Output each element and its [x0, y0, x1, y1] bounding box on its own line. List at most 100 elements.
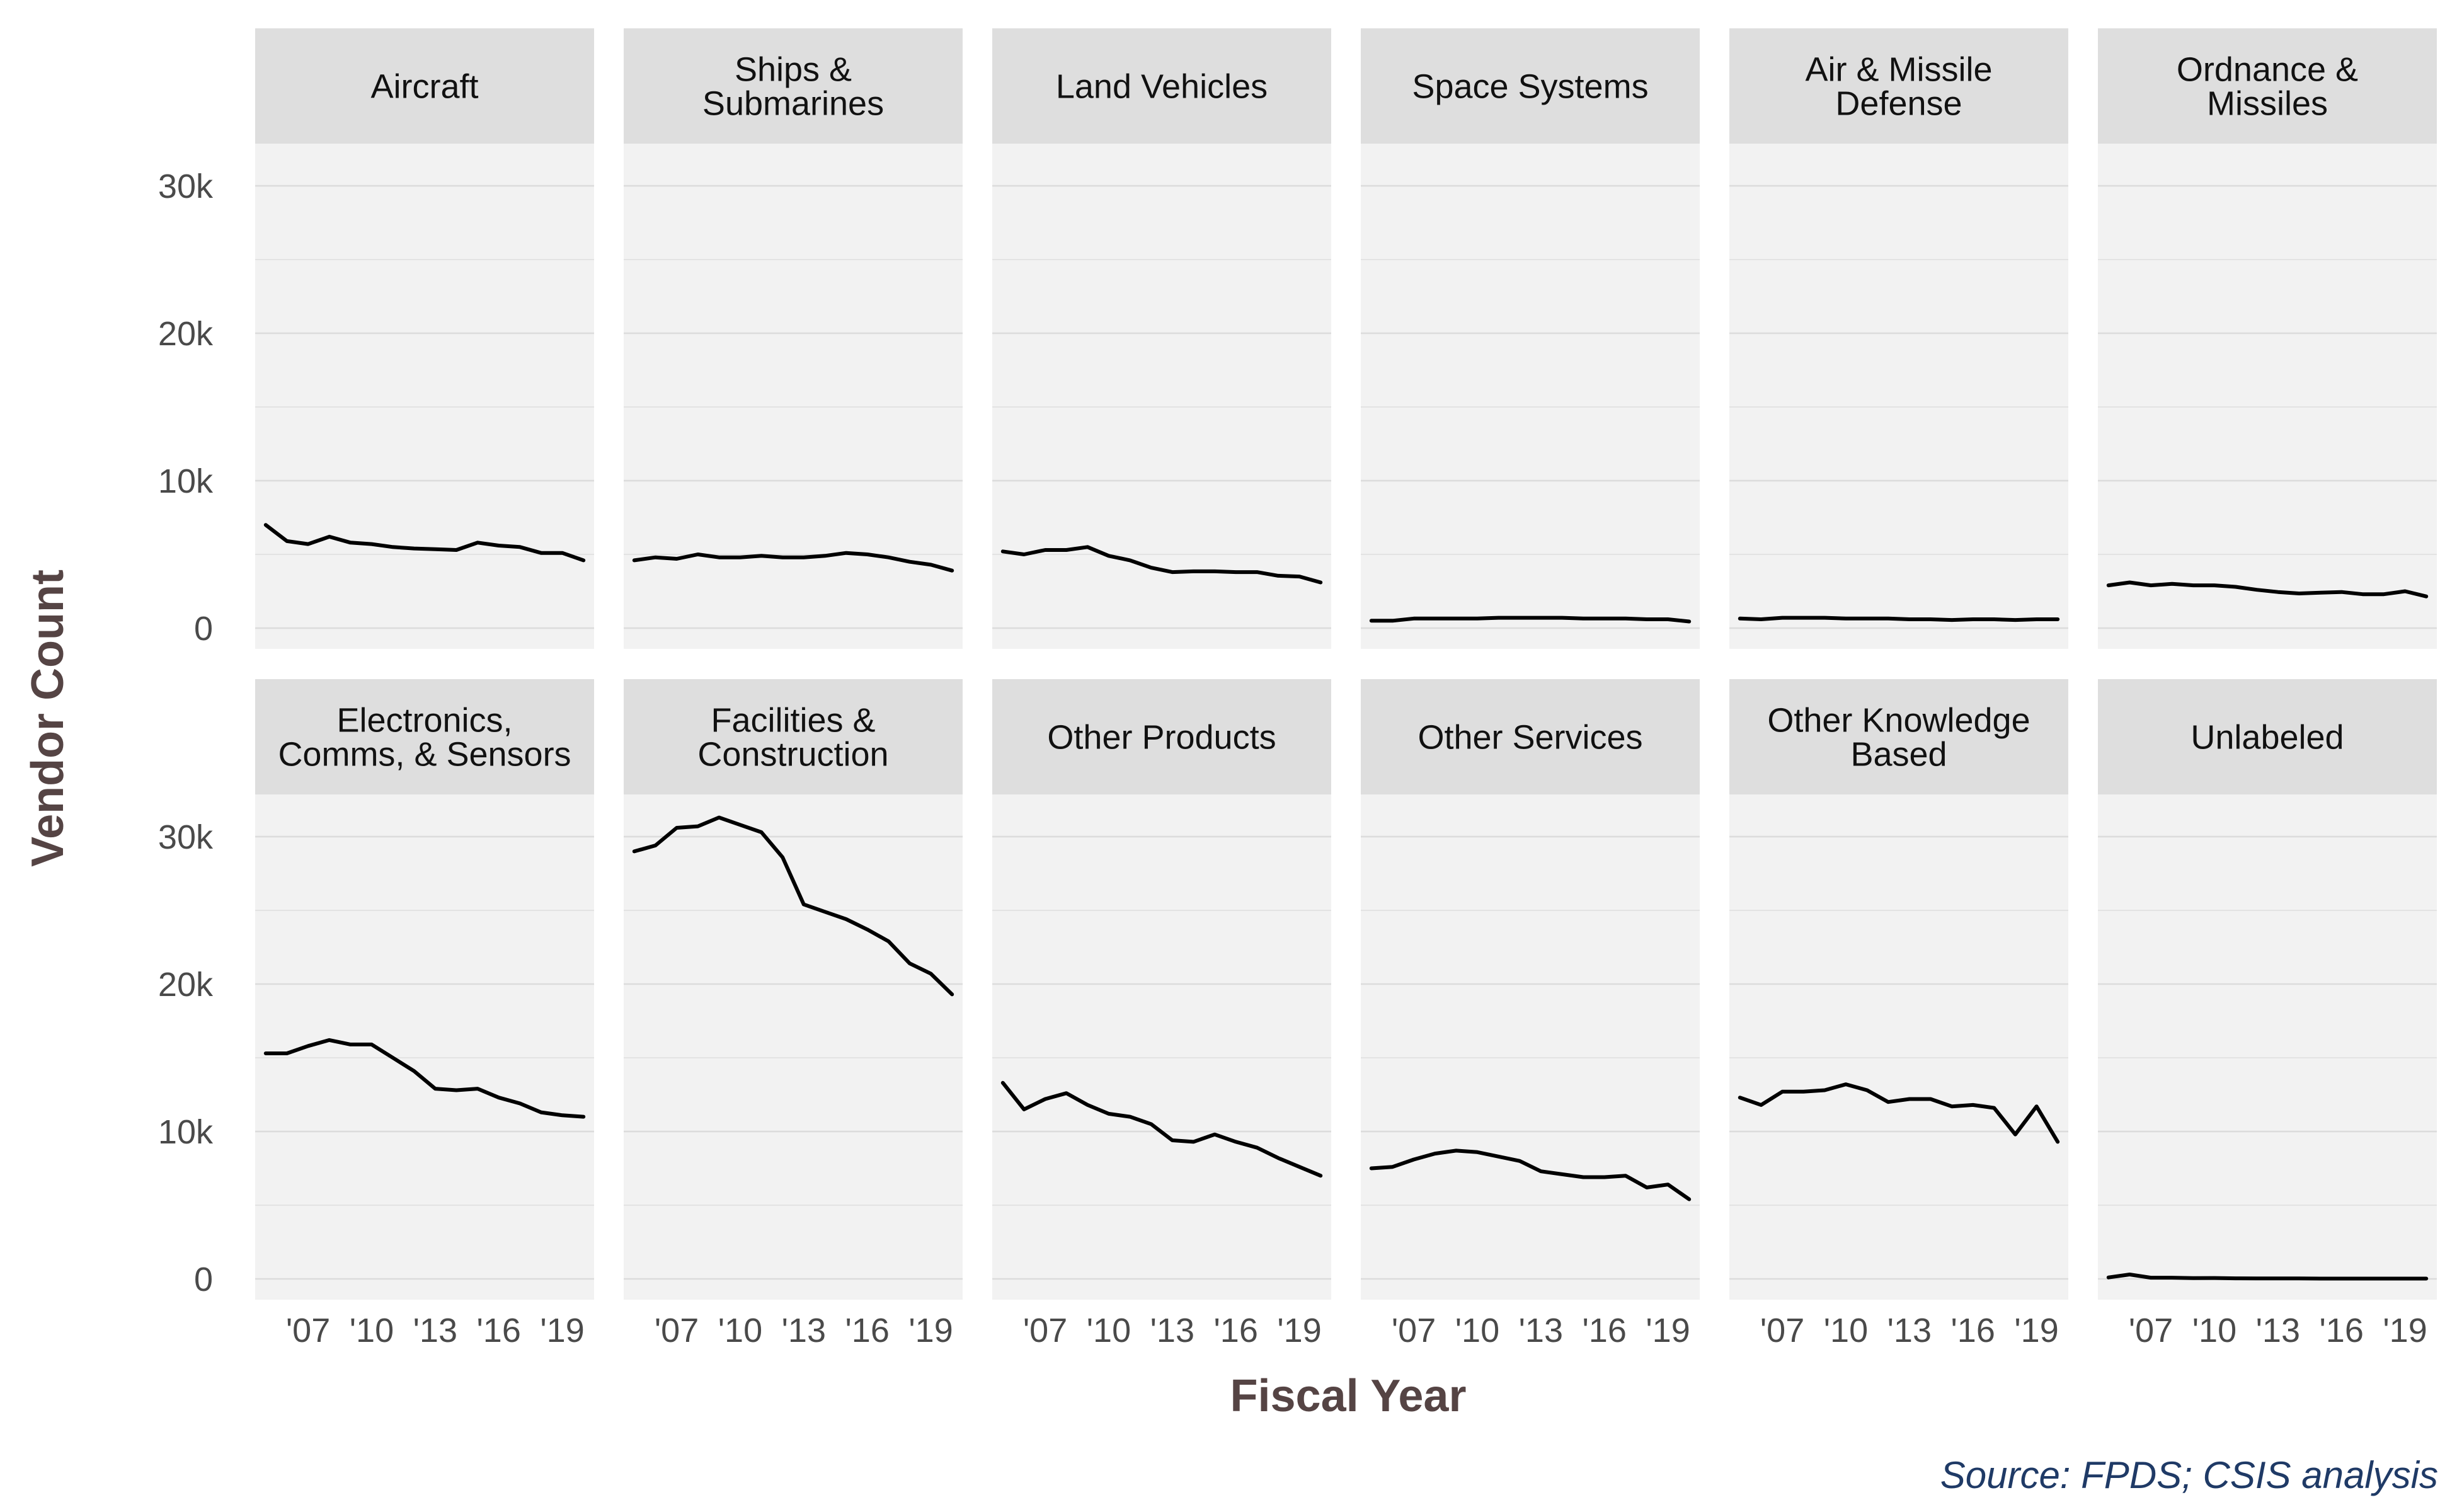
facet-panel: Land Vehicles	[992, 28, 1331, 649]
facet-title: Other Knowledge	[1767, 702, 2030, 740]
facet-title: Defense	[1835, 85, 1962, 123]
source-caption: Source: FPDS; CSIS analysis	[1940, 1454, 2438, 1496]
facet-panels: Aircraft Ships &Submarines Land Vehicles Sp…	[255, 28, 2437, 1300]
x-tick-label: '07	[2129, 1312, 2173, 1349]
x-tick-label: '13	[1887, 1312, 1932, 1349]
series-line	[263, 523, 586, 563]
x-tick-label: '07	[655, 1312, 699, 1349]
series-line	[1738, 616, 2060, 622]
facet-strip	[624, 28, 963, 144]
facet-strip	[624, 679, 963, 794]
panel-background	[1361, 794, 1700, 1300]
series-line	[1000, 1080, 1323, 1178]
facet-title: Unlabeled	[2191, 719, 2344, 757]
panel-background	[1729, 794, 2068, 1300]
series-line	[632, 551, 954, 573]
facet-title: Electronics,	[336, 702, 512, 740]
facet-title: Based	[1850, 736, 1947, 774]
y-tick-label: 20k	[158, 315, 214, 353]
facet-strip	[992, 28, 1331, 144]
x-tick-label: '13	[413, 1312, 457, 1349]
x-tick-label: '10	[1824, 1312, 1868, 1349]
panel-background	[2098, 144, 2437, 649]
facet-strip	[992, 679, 1331, 794]
facet-title: Construction	[697, 736, 888, 774]
x-tick-label: '13	[1150, 1312, 1194, 1349]
gridlines	[624, 185, 963, 629]
facet-title: Missiles	[2207, 85, 2328, 123]
x-tick-label: '10	[1087, 1312, 1131, 1349]
gridlines	[2098, 185, 2437, 629]
facet-panel: Electronics,Comms, & Sensors	[255, 679, 594, 1300]
x-tick-label: '19	[1646, 1312, 1690, 1349]
y-axis-tick-labels: 0 10k 20k 30k 0 10k 20k 30k	[158, 168, 214, 1298]
facet-strip	[1729, 679, 2068, 794]
series-line	[2106, 1273, 2429, 1281]
panel-background	[992, 794, 1331, 1300]
facet-title: Ships &	[735, 51, 852, 89]
y-tick-label: 20k	[158, 966, 214, 1004]
x-tick-label: '19	[2014, 1312, 2058, 1349]
facet-strip	[255, 28, 594, 144]
series-line	[632, 815, 954, 997]
y-tick-label: 10k	[158, 462, 214, 500]
facet-panel: Unlabeled	[2098, 679, 2437, 1300]
y-tick-label: 30k	[158, 818, 214, 856]
x-tick-label: '16	[477, 1312, 521, 1349]
x-tick-label: '13	[2256, 1312, 2300, 1349]
facet-title: Air & Missile	[1805, 51, 1992, 89]
facet-strip	[1729, 28, 2068, 144]
facet-title: Other Services	[1418, 719, 1642, 757]
series-line	[1000, 545, 1323, 585]
gridlines	[255, 185, 594, 629]
gridlines	[1361, 835, 1700, 1280]
x-tick-label: '10	[350, 1312, 394, 1349]
panel-background	[2098, 794, 2437, 1300]
x-tick-label: '19	[908, 1312, 953, 1349]
x-tick-label: '16	[1214, 1312, 1258, 1349]
series-line	[1369, 616, 1692, 624]
series-line	[1738, 1082, 2060, 1144]
facet-title: Comms, & Sensors	[278, 736, 571, 774]
x-tick-label: '10	[1455, 1312, 1499, 1349]
facet-title: Land Vehicles	[1056, 68, 1268, 106]
facet-title: Submarines	[702, 85, 884, 123]
panel-background	[992, 144, 1331, 649]
y-tick-label: 30k	[158, 168, 214, 205]
facet-strip	[1361, 28, 1700, 144]
facet-panel: Facilities &Construction	[624, 679, 963, 1300]
facet-panel: Ordnance &Missiles	[2098, 28, 2437, 649]
facet-title: Space Systems	[1412, 68, 1648, 106]
panel-background	[255, 794, 594, 1300]
x-tick-label: '16	[1951, 1312, 1995, 1349]
series-line	[263, 1038, 586, 1119]
x-tick-label: '07	[1023, 1312, 1067, 1349]
x-tick-label: '19	[540, 1312, 584, 1349]
x-tick-label: '16	[2320, 1312, 2364, 1349]
x-tick-label: '10	[2192, 1312, 2236, 1349]
facet-strip	[255, 679, 594, 794]
series-line	[1369, 1148, 1692, 1201]
facet-title: Aircraft	[370, 68, 478, 106]
panel-background	[624, 794, 963, 1300]
panel-background	[624, 144, 963, 649]
facet-panel: Other Products	[992, 679, 1331, 1300]
x-axis-tick-labels: '07 '10 '13 '16 '19 '07 '10 '13 '16 '19 '07 '10 '13 '…	[286, 1312, 2427, 1349]
x-axis-title: Fiscal Year	[1230, 1371, 1467, 1421]
x-tick-label: '13	[1519, 1312, 1563, 1349]
y-axis-title: Vendor Count	[23, 570, 73, 867]
gridlines	[1729, 185, 2068, 629]
facet-panel: Other Services	[1361, 679, 1700, 1300]
x-tick-label: '19	[2383, 1312, 2427, 1349]
gridlines	[624, 835, 963, 1280]
x-tick-label: '13	[782, 1312, 826, 1349]
x-tick-label: '07	[286, 1312, 330, 1349]
panel-background	[255, 144, 594, 649]
facet-title: Ordnance &	[2177, 51, 2358, 89]
y-tick-label: 10k	[158, 1113, 214, 1151]
y-tick-label: 0	[194, 610, 213, 648]
x-tick-label: '07	[1760, 1312, 1804, 1349]
